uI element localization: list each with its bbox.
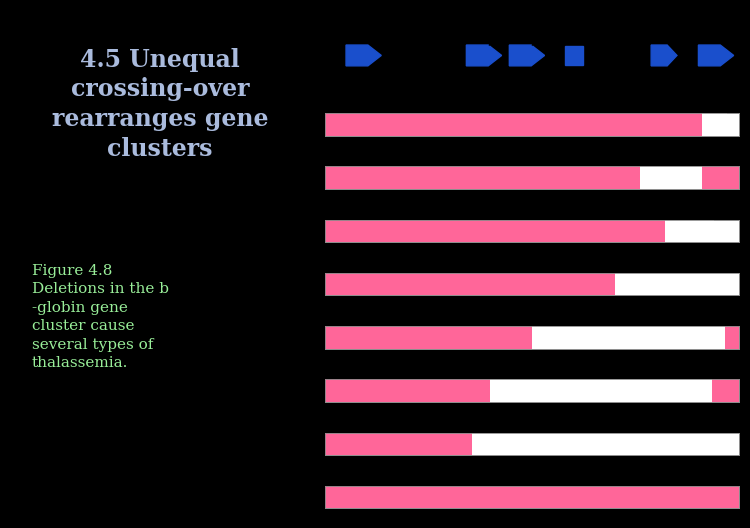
Text: ε: ε [361, 30, 367, 40]
Bar [325, 326, 532, 348]
Bar [640, 166, 702, 189]
Text: GγAγ HPFH: GγAγ HPFH [682, 300, 737, 310]
Polygon shape [466, 45, 502, 66]
Text: ψβ: ψβ [568, 30, 581, 40]
Bar [490, 380, 712, 402]
Text: γβ thal: γβ thal [703, 459, 737, 469]
Text: Hβ Lepore: Hβ Lepore [687, 140, 737, 150]
Bar [712, 380, 740, 402]
Text: 4.5 Unequal
crossing-over
rearranges gene
clusters: 4.5 Unequal crossing-over rearranges gen… [52, 48, 268, 161]
Bar [325, 273, 740, 295]
Bar [566, 45, 584, 65]
Bar [532, 326, 724, 348]
Bar [472, 433, 740, 455]
Bar [702, 166, 740, 189]
Bar [325, 486, 740, 508]
Bar [325, 326, 740, 348]
Bar [325, 166, 640, 189]
Bar [325, 380, 740, 402]
Bar [325, 220, 664, 242]
Bar [325, 433, 472, 455]
Bar [325, 220, 740, 242]
Text: GγAγ thal: GγAγ thal [689, 406, 737, 416]
Polygon shape [346, 45, 381, 66]
Bar [664, 220, 714, 242]
Bar [325, 113, 740, 136]
Bar [325, 220, 740, 242]
Text: β: β [712, 30, 719, 40]
Text: 清华大学: 清华大学 [39, 494, 66, 504]
Bar [325, 166, 740, 189]
Text: GγAγ HPFH Hb Kenya: GγAγ HPFH Hb Kenya [632, 353, 737, 363]
Bar [325, 273, 615, 295]
Bar [325, 380, 490, 402]
Bar [325, 273, 740, 295]
Text: γ: γ [486, 36, 492, 46]
Bar [325, 166, 740, 189]
Bar [325, 113, 740, 136]
Polygon shape [509, 45, 544, 66]
Text: γ: γ [529, 36, 535, 46]
Bar [615, 273, 740, 295]
Text: β° thal: β° thal [704, 87, 737, 97]
Text: A: A [519, 32, 525, 41]
Text: δ: δ [661, 30, 668, 40]
Bar [325, 433, 740, 455]
Bar [325, 113, 702, 136]
Text: G: G [476, 32, 482, 41]
Polygon shape [651, 45, 677, 66]
Text: GγAγ HPFH: GγAγ HPFH [682, 247, 737, 257]
Bar [325, 486, 740, 508]
Bar [325, 326, 740, 348]
Bar [724, 326, 740, 348]
Bar [325, 433, 740, 455]
Polygon shape [698, 45, 734, 66]
Text: Figure 4.8
Deletions in the b
-globin gene
cluster cause
several types of
thalas: Figure 4.8 Deletions in the b -globin ge… [32, 264, 169, 370]
Text: GγAγδβ thal: GγAγδβ thal [677, 193, 737, 203]
Bar [325, 486, 740, 508]
Bar [325, 380, 740, 402]
Bar [702, 113, 727, 136]
